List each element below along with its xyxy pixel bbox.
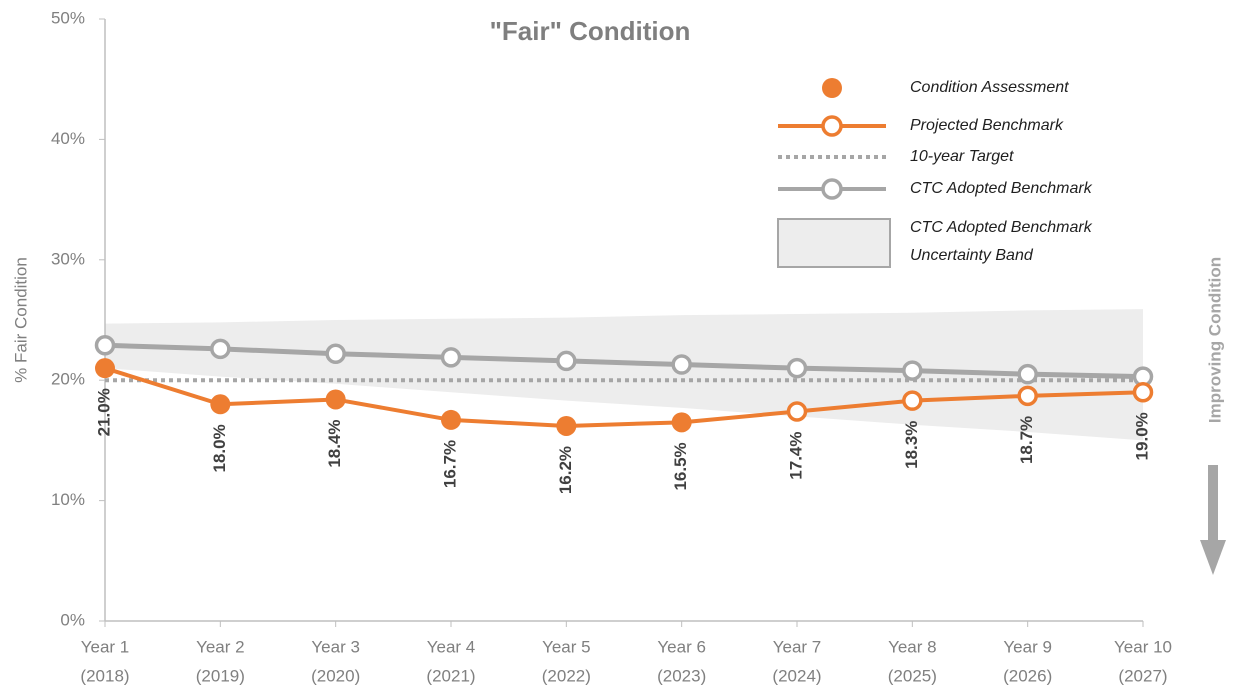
x-tick-sublabel: (2025) — [888, 666, 937, 685]
data-label: 19.0% — [1132, 412, 1151, 460]
x-tick-sublabel: (2027) — [1118, 666, 1167, 685]
legend-label: Condition Assessment — [910, 79, 1069, 96]
marker — [325, 343, 346, 364]
x-tick-label: Year 3 — [311, 637, 360, 656]
x-tick-sublabel: (2019) — [196, 666, 245, 685]
connector-line — [681, 409, 798, 425]
x-tick-sublabel: (2026) — [1003, 666, 1052, 685]
marker — [902, 360, 923, 381]
x-tick-sublabel: (2024) — [772, 666, 821, 685]
marker — [94, 335, 116, 356]
marker — [95, 358, 115, 379]
x-tick-label: Year 4 — [427, 637, 476, 656]
legend-marker — [821, 178, 843, 200]
marker — [786, 401, 808, 422]
data-label: 18.7% — [1017, 416, 1036, 464]
y-tick-label: 20% — [51, 370, 85, 389]
legend-label: Projected Benchmark — [910, 117, 1063, 134]
marker — [556, 415, 577, 436]
marker — [1017, 363, 1038, 385]
x-tick-sublabel: (2023) — [657, 666, 706, 685]
uncertainty-band — [105, 309, 1143, 441]
x-tick-label: Year 9 — [1003, 637, 1052, 656]
x-tick-sublabel: (2021) — [426, 666, 475, 685]
x-tick-sublabel: (2022) — [542, 666, 591, 685]
arrow-shaft — [1208, 465, 1218, 540]
data-label: 18.3% — [902, 421, 921, 469]
y-tick-label: 0% — [60, 610, 85, 629]
data-label: 18.0% — [210, 424, 229, 472]
legend-label: CTC Adopted Benchmark Uncertainty Band — [910, 219, 1092, 264]
x-tick-label: Year 8 — [888, 637, 937, 656]
annotation: Improving Condition — [1205, 257, 1224, 423]
legend-symbols — [777, 78, 891, 268]
legend-marker — [821, 115, 843, 137]
x-tick-label: Year 5 — [542, 637, 591, 656]
data-label: 16.7% — [440, 440, 459, 488]
marker — [210, 338, 231, 360]
marker — [1017, 385, 1038, 407]
marker — [1132, 381, 1154, 403]
data-label: 18.4% — [325, 419, 344, 467]
x-tick-label: Year 10 — [1114, 637, 1172, 656]
data-label: 16.2% — [556, 446, 575, 494]
y-tick-label: 10% — [51, 490, 85, 509]
benchmark-line — [104, 342, 1144, 380]
chart-title: "Fair" Condition — [490, 16, 691, 46]
x-tick-sublabel: (2020) — [311, 666, 360, 685]
marker — [671, 412, 692, 433]
marker — [902, 390, 923, 411]
marker — [441, 409, 461, 430]
marker — [325, 389, 346, 410]
series-line — [104, 366, 682, 428]
data-label: 16.5% — [671, 442, 690, 490]
marker — [786, 357, 808, 379]
series-line — [796, 390, 1144, 414]
x-tick-sublabel: (2018) — [80, 666, 129, 685]
x-tick-label: Year 7 — [773, 637, 822, 656]
x-tick-label: Year 6 — [657, 637, 706, 656]
data-label: 21.0% — [94, 388, 113, 436]
legend-label: CTC Adopted Benchmark — [910, 180, 1092, 197]
marker — [440, 347, 462, 368]
legend-label: 10-year Target — [910, 148, 1014, 165]
y-tick-label: 40% — [51, 129, 85, 148]
marker — [556, 350, 577, 372]
legend-marker — [822, 78, 842, 98]
x-tick-label: Year 2 — [196, 637, 245, 656]
marker — [671, 354, 692, 375]
data-label: 17.4% — [786, 432, 805, 480]
y-axis-label: % Fair Condition — [11, 257, 30, 383]
legend-band — [777, 218, 891, 268]
y-tick-label: 30% — [51, 249, 85, 268]
arrow-head — [1200, 540, 1226, 575]
x-tick-label: Year 1 — [81, 637, 130, 656]
marker — [210, 394, 231, 415]
y-tick-label: 50% — [51, 8, 85, 27]
